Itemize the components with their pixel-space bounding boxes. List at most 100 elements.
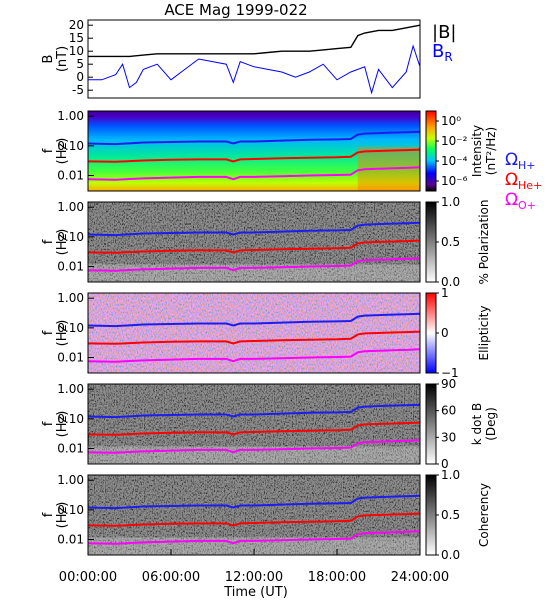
colorbar-label-ellipticity: Ellipticity xyxy=(477,306,491,361)
legend-omega-H-symbol: Ω xyxy=(505,150,518,170)
panel-coherency: 1.00 0.10 0.01 f (Hz) 1.0 0.5 0.0 Coherency xyxy=(41,468,491,562)
legend-omega-He-sub: He+ xyxy=(518,179,542,192)
freq-y-tick-label: 0.01 xyxy=(57,260,84,274)
freq-ylabel-line2: (Hz) xyxy=(55,320,70,347)
freq-y-tick-label: 0.10 xyxy=(57,321,84,335)
colorbar-unit-kdotb: (Deg) xyxy=(484,407,498,441)
freq-ylabel-line2: (Hz) xyxy=(55,502,70,529)
freq-y-tick-label: 0.01 xyxy=(57,533,84,547)
colorbar-intensity xyxy=(425,110,437,192)
x-tick-label: 00:00:00 xyxy=(59,570,117,585)
legend-omega-O-symbol: Ω xyxy=(505,190,518,210)
colorbar-tick-label: 0 xyxy=(441,326,449,340)
colorbar-tick-label: 10⁰ xyxy=(441,114,461,128)
colorbar-tick-label: 10⁻⁴ xyxy=(441,154,468,168)
legend-omega-He-symbol: Ω xyxy=(505,170,518,190)
freq-y-tick-label: 1.00 xyxy=(57,109,84,123)
colorbar-kdotb xyxy=(425,383,437,465)
gyrofrequency-line-H xyxy=(87,221,421,237)
freq-y-tick-label: 0.10 xyxy=(57,139,84,153)
colorbar-unit-intensity: (nT²/Hz) xyxy=(484,127,498,175)
freq-y-tick-label: 0.10 xyxy=(57,503,84,517)
gyrofrequency-line-He xyxy=(87,421,421,436)
panel-frame xyxy=(87,110,421,192)
field-y-tick-label: -5 xyxy=(72,83,84,97)
freq-y-tick-label: 0.10 xyxy=(57,230,84,244)
gyrofrequency-line-H xyxy=(87,494,421,510)
series-line-B-radial xyxy=(88,44,421,95)
freq-ylabel-line2: (Hz) xyxy=(55,138,70,165)
colorbar-label-coherency: Coherency xyxy=(477,483,491,547)
gyrofrequency-legend: ΩH+ ΩHe+ ΩO+ xyxy=(505,150,542,212)
colorbar-ellipticity xyxy=(425,292,437,374)
colorbar-label-polarization: % Polarization xyxy=(477,200,491,285)
freq-ylabel-line1: f xyxy=(41,330,56,335)
x-tick-label: 12:00:00 xyxy=(225,570,283,585)
colorbar-tick-label: 90 xyxy=(441,377,456,391)
colorbar-tick-label: 0.0 xyxy=(441,275,460,289)
legend-omega-H-sub: H+ xyxy=(518,159,536,172)
panel-kdotb: 1.00 0.10 0.01 f (Hz) 90 60 30 0 k dot B (Deg) xyxy=(41,377,498,471)
panel-frame xyxy=(87,201,421,283)
freq-y-tick-label: 0.01 xyxy=(57,442,84,456)
colorbar-tick-label: 0.5 xyxy=(441,508,460,522)
freq-y-tick-label: 1.00 xyxy=(57,382,84,396)
colorbar-tick-label: 10⁻² xyxy=(441,134,468,148)
field-y-tick-label: 0 xyxy=(76,70,84,84)
freq-y-tick-label: 1.00 xyxy=(57,473,84,487)
field-y-tick-label: 20 xyxy=(69,18,84,32)
freq-ylabel-line2: (Hz) xyxy=(55,229,70,256)
field-y-tick-label: 15 xyxy=(69,31,84,45)
gyrofrequency-line-He xyxy=(87,239,421,254)
x-tick-label: 06:00:00 xyxy=(142,570,200,585)
panel-ellipticity: 1.00 0.10 0.01 f (Hz) 1 0 −1 Ellipticity xyxy=(41,286,491,380)
chart-title: ACE Mag 1999-022 xyxy=(164,1,307,19)
colorbar-polarization xyxy=(425,201,437,283)
gyrofrequency-line-He xyxy=(87,148,421,163)
colorbar-label-intensity: Intensity xyxy=(470,125,484,177)
freq-y-tick-label: 0.01 xyxy=(57,351,84,365)
gyrofrequency-line-He xyxy=(87,512,421,527)
colorbar-tick-label: 0 xyxy=(441,457,449,471)
colorbar-tick-label: −1 xyxy=(441,366,459,380)
gyrofrequency-line-H xyxy=(87,130,421,146)
gyrofrequency-line-O xyxy=(87,166,421,181)
colorbar-tick-label: 60 xyxy=(441,404,456,418)
x-axis-label: Time (UT) xyxy=(223,585,288,600)
legend-omega-H: ΩH+ xyxy=(505,150,536,172)
gyrofrequency-line-O xyxy=(87,530,421,545)
legend-B-radial-sub: R xyxy=(444,50,452,64)
freq-y-tick-label: 0.10 xyxy=(57,412,84,426)
spectrogram-panels: 1.000.100.01f (Hz)10⁰10⁻²10⁻⁴10⁻⁶Intensit… xyxy=(41,109,498,562)
gyrofrequency-line-H xyxy=(87,312,421,328)
gyrofrequency-line-H xyxy=(87,403,421,419)
freq-y-tick-label: 0.01 xyxy=(57,169,84,183)
freq-ylabel-line1: f xyxy=(41,421,56,426)
legend-omega-He: ΩHe+ xyxy=(505,170,542,192)
panel-frame xyxy=(87,383,421,465)
legend-B-radial-main: B xyxy=(432,41,444,62)
gyrofrequency-line-O xyxy=(87,348,421,363)
colorbar-tick-label: 1.0 xyxy=(441,195,460,209)
panel-intensity: 1.00 0.10 0.01 f (Hz) 10⁰ 10⁻² 10⁻⁴ 10⁻⁶Intensit… xyxy=(41,109,498,192)
freq-ylabel-line2: (Hz) xyxy=(55,411,70,438)
gyrofrequency-line-He xyxy=(87,330,421,345)
colorbar-tick-label: 30 xyxy=(441,430,456,444)
legend-B-magnitude: |B| xyxy=(432,22,456,43)
gyrofrequency-line-O xyxy=(87,257,421,272)
x-tick-label: 18:00:00 xyxy=(308,570,366,585)
field-y-tick-label: 5 xyxy=(76,57,84,71)
legend-B-radial: BR xyxy=(432,41,453,64)
colorbar-tick-label: 0.5 xyxy=(441,235,460,249)
time-axis: 00:00:00 06:00:00 12:00:00 18:00:00 24:00:00 xyxy=(59,549,449,585)
legend-omega-O: ΩO+ xyxy=(505,190,536,212)
freq-ylabel-line1: f xyxy=(41,239,56,244)
field-ylabel-line2: (nT) xyxy=(55,46,70,72)
x-tick-label: 24:00:00 xyxy=(391,570,449,585)
colorbar-tick-label: 1.0 xyxy=(441,468,460,482)
colorbar-tick-label: 1 xyxy=(441,286,449,300)
freq-y-tick-label: 1.00 xyxy=(57,200,84,214)
